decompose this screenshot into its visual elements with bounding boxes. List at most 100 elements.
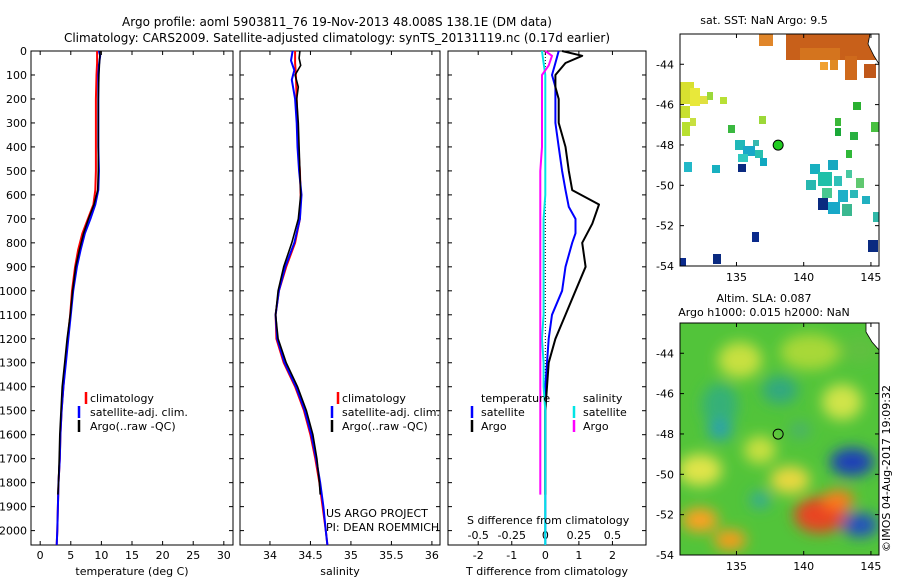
map-y-tick-label: -54	[656, 260, 674, 273]
difference-legend: temperature salinity satellite Argo sate…	[470, 392, 627, 433]
map-y-tick-label: -46	[656, 99, 674, 112]
sla-blob	[780, 334, 840, 370]
y-tick-label: 500	[6, 165, 27, 178]
map-y-tick-label: -44	[656, 347, 674, 360]
sst-patch	[853, 102, 861, 110]
map-y-tick-label: -50	[656, 468, 674, 481]
map-x-tick-label: 135	[726, 560, 747, 573]
sla-blob	[822, 384, 862, 420]
map-y-tick-label: -50	[656, 179, 674, 192]
salinity-legend: climatology satellite-adj. clim. Argo(..…	[330, 392, 440, 433]
y-tick-label: 1800	[0, 477, 27, 490]
y-tick-label: 1100	[0, 309, 27, 322]
sla-blob	[718, 342, 762, 378]
sst-patch	[690, 118, 696, 126]
y-tick-label: 300	[6, 117, 27, 130]
sst-patch	[846, 150, 852, 158]
map-y-tick-label: -46	[656, 388, 674, 401]
sla-map-title-line2: Argo h1000: 0.015 h2000: NaN	[678, 306, 850, 319]
sst-patch	[845, 56, 857, 80]
sst-patch	[842, 204, 852, 216]
s-x-tick-label: -0.25	[498, 529, 526, 542]
x-tick-label: -1	[506, 549, 517, 562]
sla-blob	[830, 448, 874, 476]
plot-frame	[239, 50, 441, 546]
sla-blob	[790, 422, 810, 438]
figure-title-line1: Argo profile: aoml 5903811_76 19-Nov-201…	[122, 15, 552, 29]
sla-blob	[744, 436, 776, 464]
y-tick-label: 1700	[0, 453, 27, 466]
sst-patch	[684, 162, 692, 172]
map-x-tick-label: 135	[726, 271, 747, 284]
sla-coastline	[865, 323, 879, 351]
sst-patch	[752, 232, 759, 242]
plot-frame	[447, 50, 647, 546]
map-y-tick-label: -52	[656, 220, 674, 233]
sst-patch	[828, 202, 840, 214]
x-tick-label: 5	[67, 549, 74, 562]
temperature-legend: climatology satellite-adj. clim. Argo(..…	[77, 392, 188, 433]
sst-patch	[720, 97, 727, 104]
sst-patch	[828, 160, 838, 170]
sst-patch	[820, 62, 828, 70]
x-tick-label: 35	[344, 549, 358, 562]
map-x-tick-label: 145	[860, 560, 881, 573]
sst-patch	[846, 170, 852, 178]
x-tick-label: 1	[575, 549, 582, 562]
y-tick-label: 1300	[0, 357, 27, 370]
x-tick-label: -2	[473, 549, 484, 562]
sst-patch	[753, 140, 759, 146]
sst-coastline	[867, 34, 879, 65]
sst-patch	[835, 128, 841, 136]
sst-map-pixels	[680, 34, 879, 266]
plot-frame	[30, 50, 234, 546]
legend-argo-label: Argo(..raw -QC)	[90, 420, 176, 433]
y-tick-label: 1900	[0, 501, 27, 514]
x-tick-label: 0	[37, 549, 44, 562]
legend-climatology-label: climatology	[342, 392, 406, 405]
series-line-s-satellite	[541, 50, 547, 545]
sst-patch	[850, 190, 858, 198]
sst-map-title: sat. SST: NaN Argo: 9.5	[700, 14, 827, 27]
sst-patch	[680, 106, 690, 118]
y-tick-label: 2000	[0, 525, 27, 538]
argo-float-marker	[772, 139, 784, 151]
legend-header-temperature: temperature	[481, 392, 550, 405]
s-x-tick-label: 0.5	[604, 529, 622, 542]
s-x-tick-label: 0.25	[567, 529, 592, 542]
y-tick-label: 1400	[0, 381, 27, 394]
map-y-tick-label: -52	[656, 509, 674, 522]
x-tick-label: 34.5	[298, 549, 323, 562]
sla-blob	[762, 376, 798, 404]
s-x-tick-label: -0.5	[467, 529, 488, 542]
map-y-tick-label: -48	[656, 428, 674, 441]
x-tick-label: 2	[609, 549, 616, 562]
sla-blob	[682, 508, 718, 532]
sst-patch	[818, 172, 832, 186]
sst-patch	[738, 154, 748, 162]
sla-map-title-line1: Altim. SLA: 0.087	[716, 292, 811, 305]
map-y-tick-label: -54	[656, 549, 674, 562]
y-tick-label: 0	[20, 45, 27, 58]
map-y-tick-label: -48	[656, 139, 674, 152]
y-tick-label: 600	[6, 189, 27, 202]
map-x-tick-label: 140	[793, 560, 814, 573]
legend-t-argo-label: Argo	[481, 420, 507, 433]
sla-blobs	[680, 334, 878, 550]
sst-patch	[707, 92, 713, 100]
x-tick-label: 35.5	[379, 549, 404, 562]
legend-s-satellite-label: satellite	[583, 406, 627, 419]
sla-blob	[714, 530, 746, 550]
s-difference-axis-label: S difference from climatology	[467, 514, 630, 527]
sst-map-frame	[679, 33, 880, 267]
sst-patch	[868, 240, 878, 252]
sst-patch	[712, 165, 720, 173]
sla-blob	[680, 454, 722, 486]
sst-patch	[822, 188, 832, 198]
map-x-tick-label: 140	[793, 271, 814, 284]
x-tick-label: 25	[186, 549, 200, 562]
argo-float-marker	[772, 428, 784, 440]
legend-t-satellite-label: satellite	[481, 406, 525, 419]
sst-patch	[856, 178, 864, 188]
sla-blob	[822, 490, 854, 510]
